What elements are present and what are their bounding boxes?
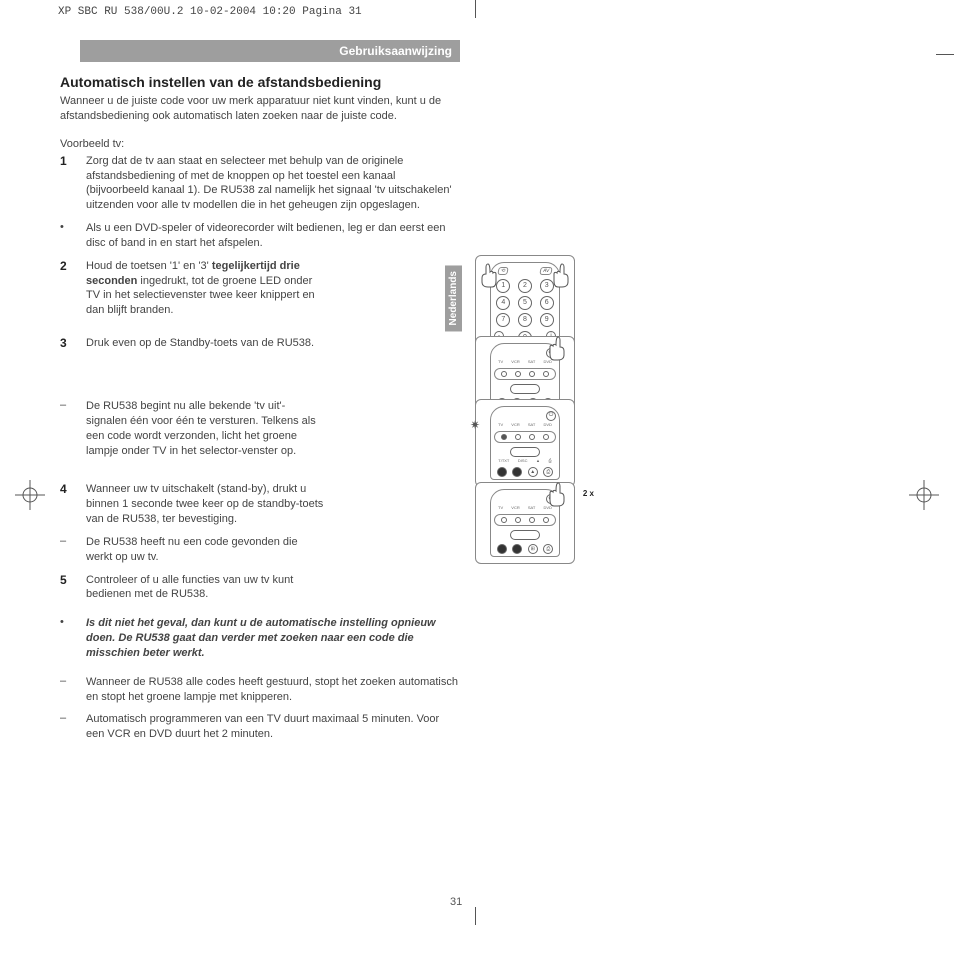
step-1: 1 Zorg dat de tv aan staat en selecteer … [60, 154, 460, 213]
step-2: 2 Houd de toetsen '1' en '3' tegelijkert… [60, 259, 460, 318]
step-marker: 2 [60, 259, 72, 318]
registration-mark-left [15, 480, 45, 515]
key-1: 1 [496, 279, 510, 293]
registration-mark-right [909, 480, 939, 515]
step-text: Als u een DVD-speler of videorecorder wi… [86, 221, 460, 251]
page-content: Gebruiksaanwijzing Automatisch instellen… [60, 40, 460, 750]
standby-icon: ⏻ [546, 411, 556, 421]
step-marker: 1 [60, 154, 72, 213]
step-dash-stop: – Wanneer de RU538 alle codes heeft gest… [60, 675, 460, 705]
step-marker: 4 [60, 482, 72, 527]
step-text: De RU538 begint nu alle bekende 'tv uit'… [86, 399, 326, 458]
step-text: Wanneer uw tv uitschakelt (stand-by), dr… [86, 482, 326, 527]
step-text: Is dit niet het geval, dan kunt u de aut… [86, 616, 460, 661]
header-meta: XP SBC RU 538/00U.2 10-02-2004 10:20 Pag… [58, 6, 362, 18]
crop-mark-bottom [475, 907, 476, 930]
crop-mark-top [475, 0, 476, 23]
step-text: Controleer of u alle functies van uw tv … [86, 573, 326, 603]
example-label: Voorbeeld tv: [60, 138, 460, 150]
step-bullet-1: • Als u een DVD-speler of videorecorder … [60, 221, 460, 251]
finger-icon [548, 481, 568, 507]
key-9: 9 [540, 313, 554, 327]
finger-icon [552, 262, 572, 288]
burst-icon: ✷ [470, 418, 480, 432]
step-3: 3 Druk even op de Standby-toets van de R… [60, 336, 460, 351]
step-dash-duration: – Automatisch programmeren van een TV du… [60, 712, 460, 742]
steps-list: 1 Zorg dat de tv aan staat en selecteer … [60, 154, 460, 742]
step-text: Druk even op de Standby-toets van de RU5… [86, 336, 326, 351]
step-text: Houd de toetsen '1' en '3' tegelijkertij… [86, 259, 326, 318]
key-8: 8 [518, 313, 532, 327]
section-bar: Gebruiksaanwijzing [80, 40, 460, 62]
figure-twice: 2 x ⏻ TV VCR SAT DVD [475, 482, 580, 564]
finger-icon [548, 335, 568, 361]
step-marker: – [60, 535, 72, 565]
step-text: Automatisch programmeren van een TV duur… [86, 712, 460, 742]
step-marker: • [60, 221, 72, 251]
step-marker: – [60, 712, 72, 742]
step-text: Wanneer de RU538 alle codes heeft gestuu… [86, 675, 460, 705]
step-text: Zorg dat de tv aan staat en selecteer me… [86, 154, 460, 213]
step-bullet-note: • Is dit niet het geval, dan kunt u de a… [60, 616, 460, 661]
step-text: De RU538 heeft nu een code gevonden die … [86, 535, 326, 565]
step-dash-found: – De RU538 heeft nu een code gevonden di… [60, 535, 460, 565]
key-4: 4 [496, 296, 510, 310]
intro-paragraph: Wanneer u de juiste code voor uw merk ap… [60, 94, 460, 124]
finger-icon [478, 262, 498, 288]
key-7: 7 [496, 313, 510, 327]
step-marker: 5 [60, 573, 72, 603]
key-2: 2 [518, 279, 532, 293]
figure-signal: ⏻ TV VCR SAT DVD T/TXT [475, 399, 580, 487]
step-4: 4 Wanneer uw tv uitschakelt (stand-by), … [60, 482, 460, 527]
step-marker: – [60, 399, 72, 458]
step-dash-signal: – De RU538 begint nu alle bekende 'tv ui… [60, 399, 460, 458]
page-number: 31 [450, 896, 462, 908]
crop-mark-right [936, 42, 954, 60]
key-6: 6 [540, 296, 554, 310]
step-marker: – [60, 675, 72, 705]
step-5: 5 Controleer of u alle functies van uw t… [60, 573, 460, 603]
page-title: Automatisch instellen van de afstandsbed… [60, 74, 460, 90]
twice-badge: 2 x [583, 489, 594, 498]
step-marker: • [60, 616, 72, 661]
step-marker: 3 [60, 336, 72, 351]
key-5: 5 [518, 296, 532, 310]
